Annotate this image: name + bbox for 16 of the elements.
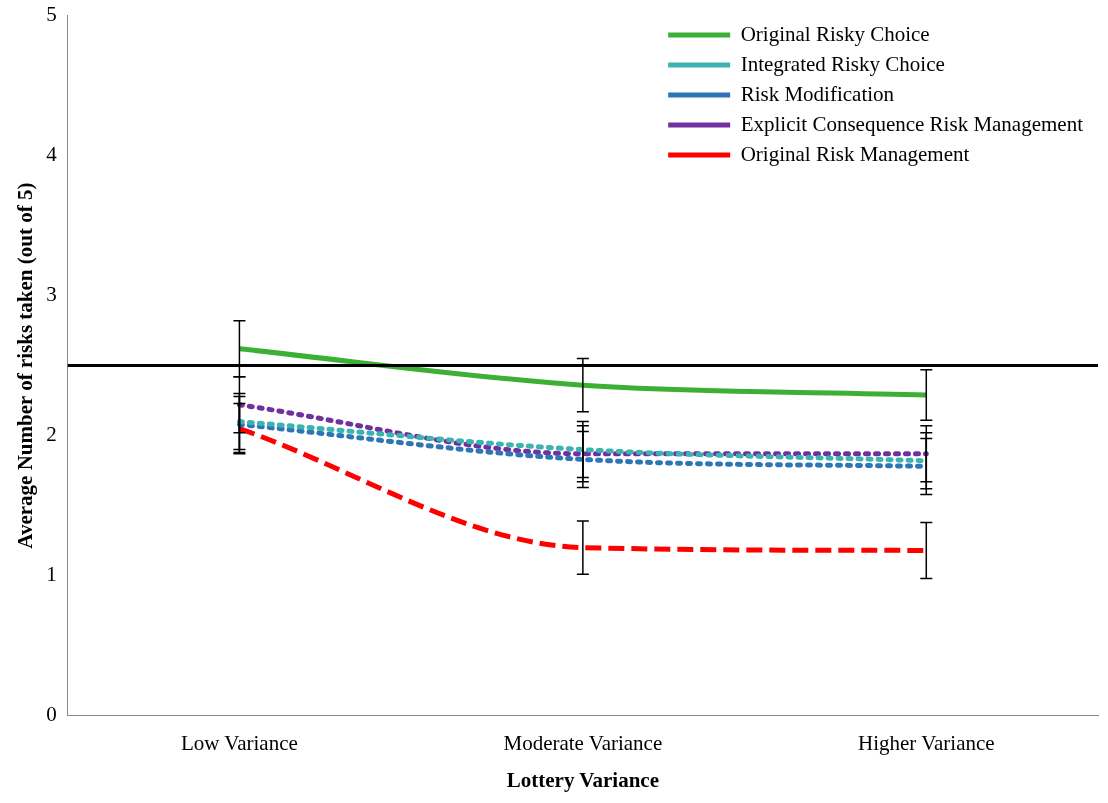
- legend-label: Risk Modification: [740, 81, 895, 106]
- x-tick-label: Low Variance: [181, 730, 298, 755]
- y-tick-label: 5: [46, 2, 57, 27]
- y-tick-label: 1: [46, 562, 57, 587]
- x-tick-label: Moderate Variance: [503, 730, 663, 755]
- y-tick-label: 4: [46, 142, 58, 167]
- y-tick-label: 3: [46, 282, 57, 307]
- x-tick-label: Higher Variance: [857, 730, 995, 755]
- y-tick-label: 2: [46, 422, 57, 447]
- legend-label: Integrated Risky Choice: [740, 51, 945, 76]
- legend-label: Original Risky Choice: [740, 21, 930, 46]
- legend-label: Explicit Consequence Risk Management: [740, 111, 1084, 136]
- x-axis-title: Lottery Variance: [506, 767, 659, 792]
- y-tick-label: 0: [46, 702, 57, 727]
- legend-label: Original Risk Management: [740, 141, 970, 166]
- y-axis-title: Average Number of risks taken (out of 5): [13, 182, 38, 549]
